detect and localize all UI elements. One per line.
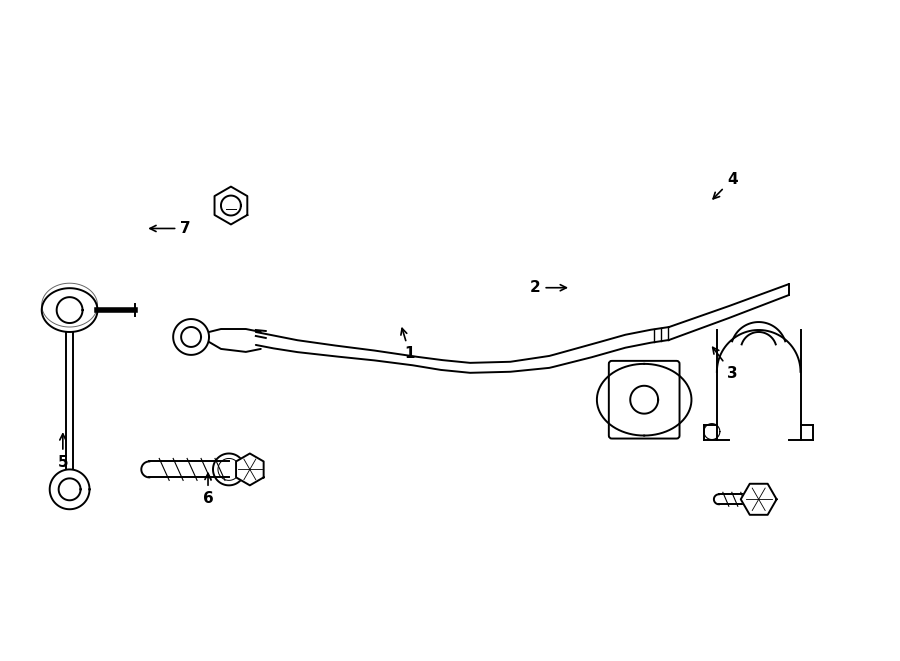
- Polygon shape: [741, 484, 777, 515]
- Text: 2: 2: [530, 280, 566, 295]
- Polygon shape: [214, 186, 248, 225]
- Text: 5: 5: [58, 434, 68, 470]
- Polygon shape: [236, 453, 264, 485]
- Text: 4: 4: [713, 172, 738, 199]
- Text: 1: 1: [400, 329, 415, 361]
- Text: 6: 6: [202, 473, 213, 506]
- Text: 3: 3: [713, 348, 738, 381]
- FancyBboxPatch shape: [608, 361, 680, 438]
- Text: 7: 7: [150, 221, 191, 236]
